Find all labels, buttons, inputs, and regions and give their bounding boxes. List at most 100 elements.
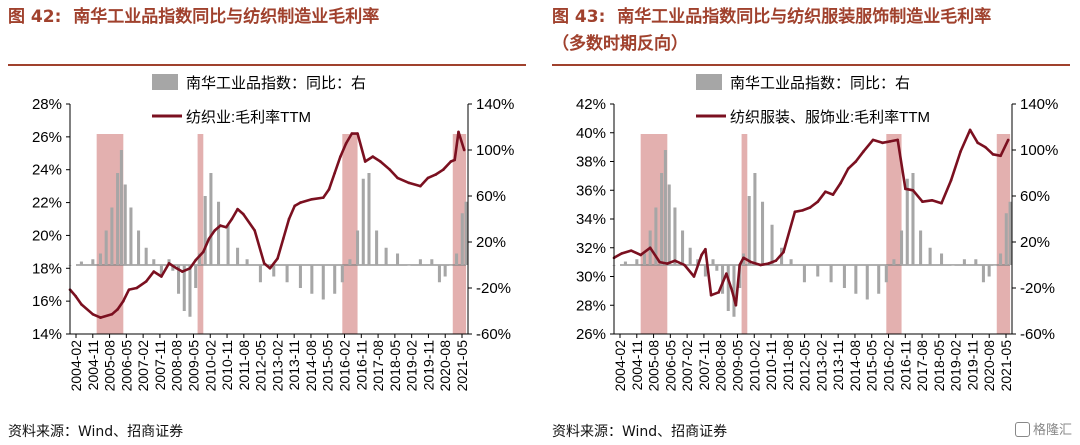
line-point [709,293,713,297]
right-tick-label: 20% [1020,234,1050,251]
shaded-period [886,134,902,334]
bar [437,265,441,283]
bar [217,201,221,265]
x-tick-label: 2013-02 [813,340,829,392]
bar [688,247,692,265]
line-point [984,145,987,149]
line-point [808,206,812,209]
line-point [262,262,266,265]
bar [919,230,923,265]
bar [375,230,379,265]
bar [182,265,186,311]
bar [110,207,114,265]
line-point [759,263,762,267]
chart-42: 14% 16% 18% 20% 22% 24% 26% 28% -60% -20% 20% 60% 10… [32,74,514,392]
bar [721,265,725,294]
line-point [453,158,456,162]
right-tick-label: -20% [476,280,511,297]
line-point [213,229,217,232]
x-tick-label: 2004-11 [629,340,645,391]
bar [987,265,991,277]
line-point [152,270,156,273]
line-point [782,250,785,254]
line-point [766,262,770,265]
bar [732,265,736,317]
bar [98,253,102,265]
x-tick-label: 2016-11 [353,340,369,391]
x-tick-label: 2010-02 [746,340,762,392]
right-tick-label: 140% [476,96,514,113]
bar [667,184,671,265]
bar [123,184,127,265]
bar [900,230,904,265]
left-tick-label: 36% [576,182,606,199]
bar [802,265,806,283]
line-point [449,160,453,163]
x-tick-label: 2008-08 [713,340,729,392]
line-point [388,168,392,172]
bar [460,213,464,265]
bar [116,173,120,265]
x-tick-label: 2014-08 [847,340,863,392]
left-tick-label: 38% [576,154,606,171]
bar [285,265,289,283]
bar [236,247,240,265]
bar [663,150,667,265]
line-point [99,316,102,319]
line-point [911,188,915,192]
bar [854,265,858,294]
line-point [419,184,422,188]
shaded-period [640,134,668,334]
line-point [888,140,892,143]
right-tick-label: 60% [476,188,506,205]
bar [999,253,1003,265]
source-note: 资料来源：Wind、招商证券 [552,424,728,440]
line-point [824,190,827,193]
bar [993,265,997,266]
bar [144,247,148,265]
x-tick-label: 2007-02 [679,340,695,392]
line-point [293,204,297,208]
line-point [144,280,148,283]
bar [842,265,846,288]
line-point [457,130,460,134]
bar [171,265,175,271]
bar [91,259,95,265]
x-tick-label: 2005-08 [102,340,118,392]
line-point [268,266,272,270]
x-tick-label: 2012-05 [797,340,813,392]
left-tick-label: 20% [32,227,62,244]
x-tick-label: 2006-05 [662,340,678,392]
line-point [276,257,279,260]
left-tick-label: 18% [32,260,62,277]
bar [660,173,664,265]
line-point [344,142,348,145]
line-point [801,209,804,212]
chart-43: 26% 28% 30% 32% 34% 36% 38% 40% 42% -60% -20% 20% 60… [576,74,1058,392]
x-tick-label: 2008-08 [169,340,185,392]
bar [298,265,302,288]
bar [892,259,896,265]
line-point [854,160,858,163]
x-tick-label: 2007-02 [135,340,151,392]
line-point [236,207,239,211]
left-tick-label: 22% [32,195,62,212]
legend-bar-swatch [152,74,178,90]
line-point [749,260,753,264]
x-tick-label: 2015-05 [320,340,336,392]
left-tick-label: 28% [32,96,62,113]
line-point [949,178,953,182]
left-tick-label: 26% [32,129,62,146]
line-point [846,167,850,170]
bar [245,259,249,265]
line-point [692,275,696,278]
x-tick-label: 2012-05 [253,340,269,392]
x-tick-label: 2019-02 [948,340,964,392]
shaded-period [197,134,204,334]
bar [194,265,198,288]
bar [129,207,133,265]
legend-bar-label: 南华工业品指数：同比：右 [730,75,910,92]
x-tick-label: 2017-08 [370,340,386,392]
bar [1004,213,1008,265]
line-point [700,253,703,257]
